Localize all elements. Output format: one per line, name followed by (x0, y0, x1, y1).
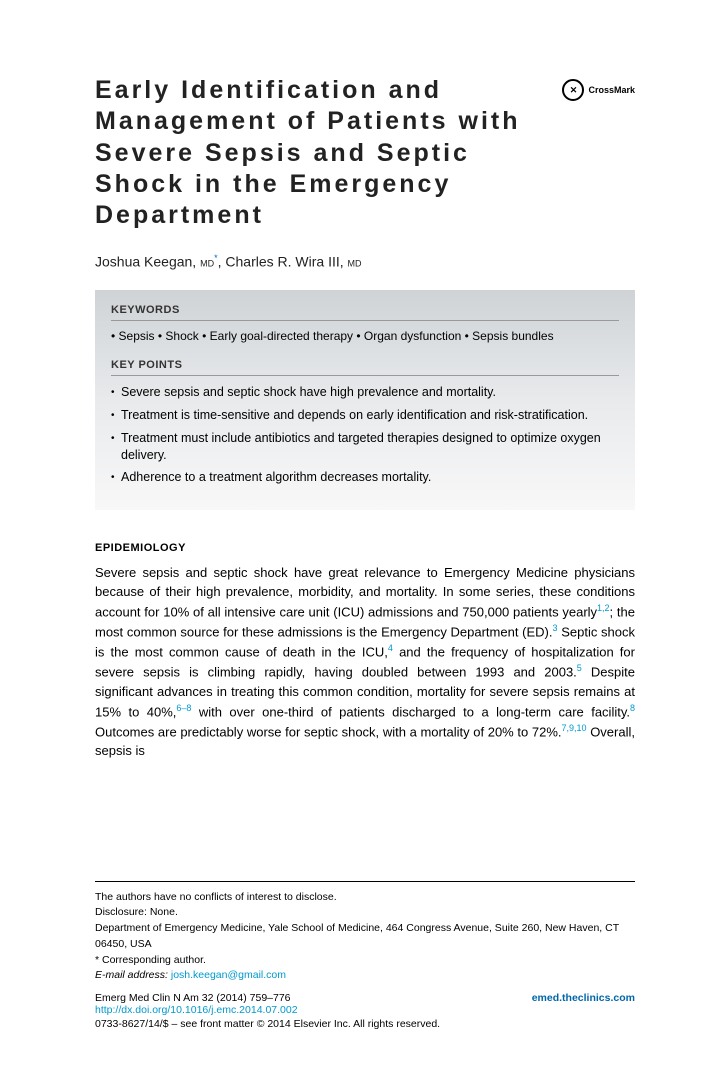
citation-ref[interactable]: 8 (630, 703, 635, 713)
keypoint-item: Adherence to a treatment algorithm decre… (111, 469, 619, 486)
disclosure-line: Disclosure: None. (95, 905, 635, 921)
body-text: with over one-third of patients discharg… (191, 704, 630, 719)
email-label: E-mail address: (95, 969, 171, 981)
email-line: E-mail address: josh.keegan@gmail.com (95, 968, 635, 984)
keypoint-item: Severe sepsis and septic shock have high… (111, 384, 619, 401)
author-2-name: Charles R. Wira III, (225, 254, 343, 270)
keypoint-item: Treatment is time-sensitive and depends … (111, 407, 619, 424)
author-1-degree: MD (200, 259, 214, 269)
doi-link[interactable]: http://dx.doi.org/10.1016/j.emc.2014.07.… (95, 1004, 298, 1016)
corresponding-line: * Corresponding author. (95, 953, 635, 969)
crossmark-icon: ✕ (562, 79, 584, 101)
summary-box: KEYWORDS • Sepsis • Shock • Early goal-d… (95, 290, 635, 510)
keypoints-heading: KEY POINTS (111, 359, 619, 376)
footnotes: The authors have no conflicts of interes… (95, 890, 635, 985)
body-text: Outcomes are predictably worse for septi… (95, 724, 562, 739)
epidemiology-paragraph: Severe sepsis and septic shock have grea… (95, 564, 635, 760)
keypoint-item: Treatment must include antibiotics and t… (111, 430, 619, 464)
copyright-line: 0733-8627/14/$ – see front matter © 2014… (95, 1018, 635, 1030)
crossmark-badge[interactable]: ✕ CrossMark (562, 79, 635, 101)
author-2-degree: MD (348, 259, 362, 269)
keywords-heading: KEYWORDS (111, 304, 619, 321)
crossmark-label: CrossMark (588, 85, 635, 95)
email-link[interactable]: josh.keegan@gmail.com (171, 969, 286, 981)
footer-block: The authors have no conflicts of interes… (95, 881, 635, 1031)
affiliation-line: Department of Emergency Medicine, Yale S… (95, 921, 635, 953)
footer-rule (95, 881, 635, 882)
disclosure-line: The authors have no conflicts of interes… (95, 890, 635, 906)
citation-ref[interactable]: 1,2 (597, 603, 610, 613)
author-1-name: Joshua Keegan, (95, 254, 196, 270)
keypoints-list: Severe sepsis and septic shock have high… (111, 384, 619, 486)
article-title: Early Identification and Management of P… (95, 75, 535, 231)
epidemiology-heading: EPIDEMIOLOGY (95, 542, 635, 554)
keywords-list: • Sepsis • Shock • Early goal-directed t… (111, 329, 619, 343)
journal-site-link[interactable]: emed.theclinics.com (532, 992, 635, 1016)
citation-ref[interactable]: 6–8 (176, 703, 191, 713)
citation-ref[interactable]: 7,9,10 (562, 723, 587, 733)
body-text: Severe sepsis and septic shock have grea… (95, 565, 635, 619)
journal-citation: Emerg Med Clin N Am 32 (2014) 759–776 (95, 992, 298, 1004)
author-line: Joshua Keegan, MD*, Charles R. Wira III,… (95, 253, 635, 270)
